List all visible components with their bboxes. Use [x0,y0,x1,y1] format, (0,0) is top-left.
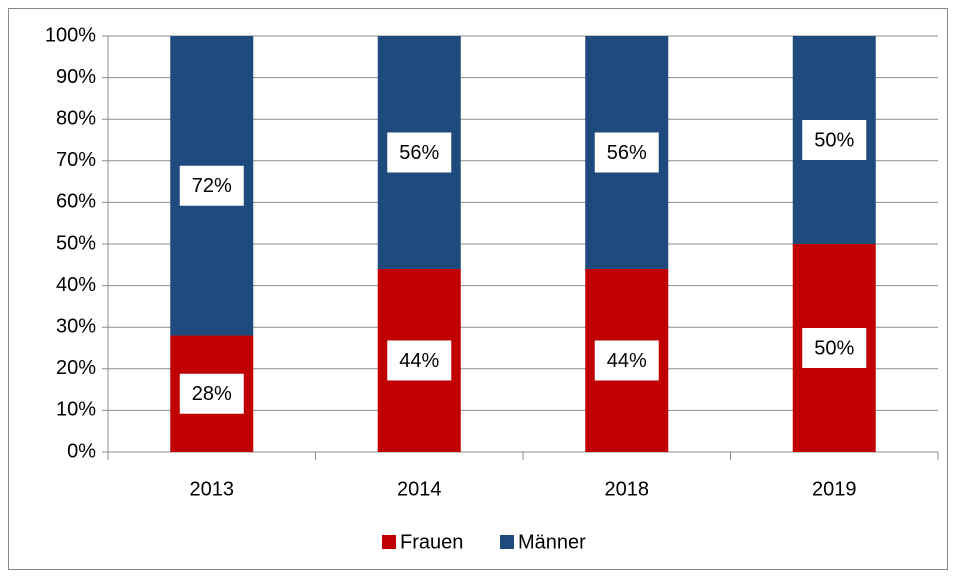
x-tick-label: 2013 [190,478,235,500]
legend-label: Frauen [400,531,463,553]
value-label: 56% [399,142,439,164]
legend-swatch [382,535,396,549]
value-label: 44% [399,350,439,372]
value-label: 44% [607,350,647,372]
value-label-box [179,373,244,414]
legend-swatch [500,535,514,549]
y-tick-label: 90% [56,66,96,88]
value-label: 56% [607,142,647,164]
value-label-box [594,132,659,173]
y-tick-label: 50% [56,232,96,254]
x-tick-label: 2019 [812,478,857,500]
value-label: 50% [814,337,854,359]
x-tick-label: 2018 [605,478,650,500]
value-label: 28% [192,383,232,405]
y-tick-label: 100% [45,24,96,46]
value-label-box [802,120,867,160]
value-label-box [594,340,659,381]
y-tick-label: 20% [56,357,96,379]
chart-border [8,8,948,570]
legend-label: Männer [518,531,586,553]
value-label-box [387,340,452,381]
y-tick-label: 0% [67,440,96,462]
value-label-box [802,328,867,368]
value-label-box [179,165,244,206]
value-label: 50% [814,129,854,151]
value-label-box [387,132,452,173]
x-tick-label: 2014 [397,478,442,500]
y-tick-label: 10% [56,399,96,421]
y-tick-label: 70% [56,149,96,171]
value-label: 72% [192,175,232,197]
y-tick-label: 80% [56,107,96,129]
y-tick-label: 40% [56,274,96,296]
y-tick-label: 60% [56,191,96,213]
y-tick-label: 30% [56,315,96,337]
